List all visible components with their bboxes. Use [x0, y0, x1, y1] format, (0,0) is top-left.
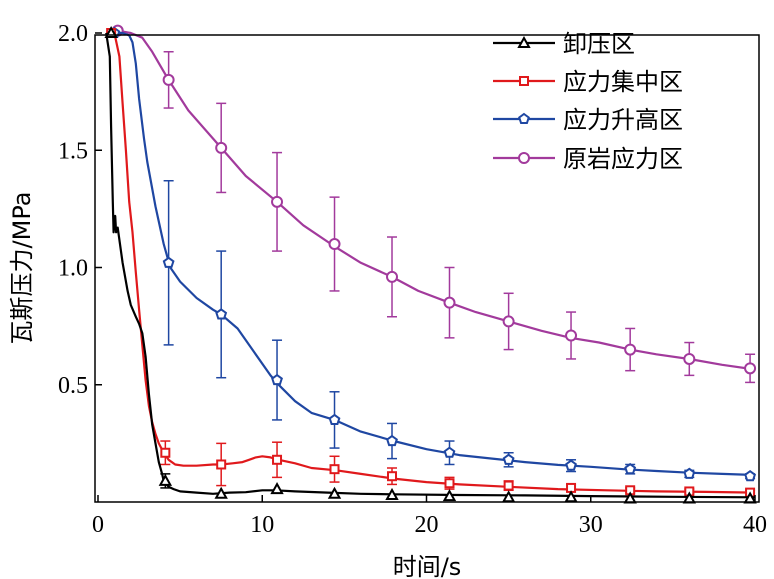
- data-point: [271, 195, 284, 208]
- legend-label: 原岩应力区: [563, 145, 683, 173]
- legend-marker: [517, 35, 531, 48]
- axes-layer: 0 10 20 30 40 0.5 1.0 1.5 2.0: [58, 21, 767, 538]
- data-point: [216, 459, 227, 470]
- data-point: [386, 270, 399, 283]
- y-tick-label: 1.5: [58, 138, 88, 164]
- legend-marker: [518, 152, 530, 164]
- data-point: [564, 490, 578, 503]
- data-point: [442, 489, 457, 502]
- legend-marker: [519, 76, 529, 86]
- data-point: [443, 296, 456, 309]
- data-point: [503, 480, 514, 491]
- data-point: [328, 413, 341, 425]
- series-line: [105, 32, 756, 499]
- series-1: [104, 25, 757, 504]
- data-point: [158, 473, 173, 486]
- data-point: [162, 256, 175, 268]
- legend-label: 卸压区: [563, 30, 635, 58]
- x-axis-title: 时间/s: [393, 553, 462, 579]
- x-tick-label: 0: [92, 512, 104, 538]
- data-point: [270, 482, 284, 495]
- data-point: [744, 362, 757, 375]
- y-axis-title: 瓦斯压力/MPa: [8, 192, 36, 345]
- x-tick-label: 10: [250, 512, 274, 538]
- data-point: [327, 486, 342, 499]
- series-2: [106, 28, 756, 498]
- data-point: [214, 486, 228, 499]
- data-point: [624, 343, 637, 356]
- series-4: [105, 24, 757, 384]
- data-point: [387, 471, 398, 482]
- legend-marker: [518, 112, 530, 125]
- data-point: [502, 453, 515, 465]
- data-point: [328, 238, 341, 251]
- series-line: [106, 31, 756, 494]
- data-point: [215, 141, 228, 154]
- data-point: [162, 73, 175, 86]
- legend-label: 应力升高区: [563, 106, 683, 134]
- data-point: [565, 329, 578, 342]
- series-layer: [104, 24, 757, 504]
- y-tick-label: 1.0: [58, 256, 88, 282]
- data-point: [744, 469, 757, 482]
- x-tick-label: 40: [743, 512, 767, 538]
- data-point: [502, 315, 515, 328]
- y-tick-label: 2.0: [58, 21, 88, 47]
- x-tick-label: 20: [415, 512, 439, 538]
- data-point: [386, 434, 398, 447]
- legend-label: 应力集中区: [563, 68, 683, 96]
- series-3: [106, 26, 757, 482]
- data-point: [215, 308, 228, 320]
- data-point: [160, 447, 171, 458]
- y-tick-label: 0.5: [58, 373, 88, 399]
- data-point: [443, 446, 456, 458]
- data-point: [565, 459, 577, 471]
- x-tick-label: 30: [579, 512, 603, 538]
- data-point: [272, 454, 283, 465]
- data-point: [385, 487, 399, 500]
- data-point: [444, 478, 455, 489]
- series-line: [106, 31, 756, 477]
- data-point: [624, 462, 637, 475]
- data-point: [271, 373, 283, 386]
- data-point: [683, 467, 696, 479]
- data-point: [329, 464, 340, 475]
- data-point: [501, 490, 516, 503]
- data-point: [683, 352, 696, 365]
